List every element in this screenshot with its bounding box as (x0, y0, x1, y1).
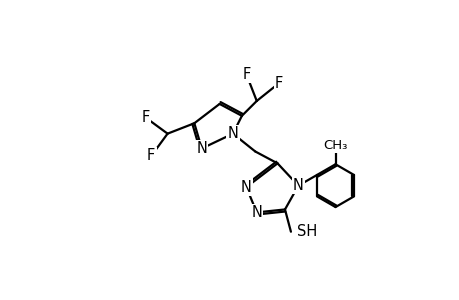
Text: N: N (196, 141, 207, 156)
Text: F: F (274, 76, 283, 91)
Text: N: N (241, 180, 251, 195)
Text: CH₃: CH₃ (323, 139, 347, 152)
Text: F: F (141, 110, 149, 125)
Text: SH: SH (297, 224, 317, 239)
Text: N: N (227, 126, 238, 141)
Text: N: N (251, 205, 262, 220)
Text: F: F (242, 67, 250, 82)
Text: N: N (292, 178, 303, 193)
Text: F: F (147, 148, 155, 164)
